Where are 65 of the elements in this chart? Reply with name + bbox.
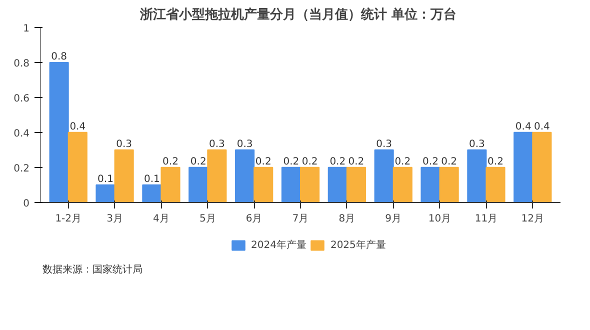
bar <box>254 166 274 203</box>
y-tick-label: 0 <box>23 198 30 210</box>
bar <box>392 166 412 203</box>
data-label: 0.1 <box>98 174 114 185</box>
x-tick-label: 9月 <box>385 213 402 224</box>
x-tick-label: 11月 <box>474 213 498 224</box>
data-label: 0.3 <box>236 138 253 150</box>
bar <box>142 184 162 203</box>
data-label: 0.2 <box>488 156 504 168</box>
bar <box>467 149 487 203</box>
bar <box>160 166 180 203</box>
x-tick-label: 10月 <box>428 213 452 224</box>
data-label: 0.2 <box>348 156 364 168</box>
bar <box>439 166 459 203</box>
data-label: 0.2 <box>190 156 206 168</box>
legend-label: 2024年产量 <box>251 238 306 252</box>
y-tick-label: 0.6 <box>14 93 30 104</box>
data-label: 0.1 <box>144 174 160 185</box>
data-label: 0.4 <box>515 121 532 132</box>
bar <box>281 166 301 203</box>
data-label: 0.4 <box>534 121 550 132</box>
data-label: 0.2 <box>255 156 272 168</box>
y-tick-label: 0.2 <box>14 163 30 174</box>
data-label: 0.2 <box>441 156 458 168</box>
x-tick-label: 1-2月 <box>55 213 82 224</box>
x-tick-label: 12月 <box>521 213 544 224</box>
bar <box>235 149 255 203</box>
y-tick-label: 0.4 <box>14 128 30 140</box>
data-label: 0.2 <box>394 156 411 168</box>
bar <box>532 132 552 203</box>
legend-label: 2025年产量 <box>330 238 386 252</box>
bar <box>328 166 348 203</box>
bar <box>300 166 320 203</box>
bar <box>68 132 88 203</box>
bar <box>207 149 227 203</box>
bar <box>514 132 534 203</box>
data-label: 0.4 <box>70 121 86 132</box>
data-label: 0.2 <box>302 156 318 168</box>
y-tick-label: 1 <box>23 24 30 34</box>
bar <box>486 166 506 203</box>
x-tick-label: 4月 <box>153 213 170 224</box>
data-label: 0.2 <box>283 156 300 168</box>
data-label: 0.2 <box>162 156 178 168</box>
bar <box>420 166 440 203</box>
bar <box>346 166 366 203</box>
x-tick-label: 8月 <box>338 213 356 224</box>
source-note: 数据来源：国家统计局 <box>42 264 142 276</box>
bar <box>374 149 394 203</box>
data-label: 0.3 <box>376 138 392 150</box>
data-label: 0.3 <box>468 138 485 150</box>
x-tick-label: 7月 <box>292 213 309 224</box>
data-label: 0.8 <box>51 51 68 62</box>
data-label: 0.2 <box>422 156 438 168</box>
x-tick-label: 5月 <box>199 213 216 224</box>
bar <box>114 149 134 203</box>
y-tick-label: 0.8 <box>14 58 30 70</box>
data-label: 0.2 <box>330 156 346 168</box>
data-label: 0.3 <box>116 138 132 150</box>
bar <box>96 184 116 203</box>
chart-title: 浙江省小型拖拉机产量分月（当月值）统计 单位：万台 <box>138 6 457 22</box>
data-label: 0.3 <box>208 138 225 150</box>
x-tick-label: 3月 <box>106 213 123 224</box>
bar <box>188 166 208 203</box>
x-tick-label: 6月 <box>246 213 262 224</box>
bar <box>49 62 69 203</box>
